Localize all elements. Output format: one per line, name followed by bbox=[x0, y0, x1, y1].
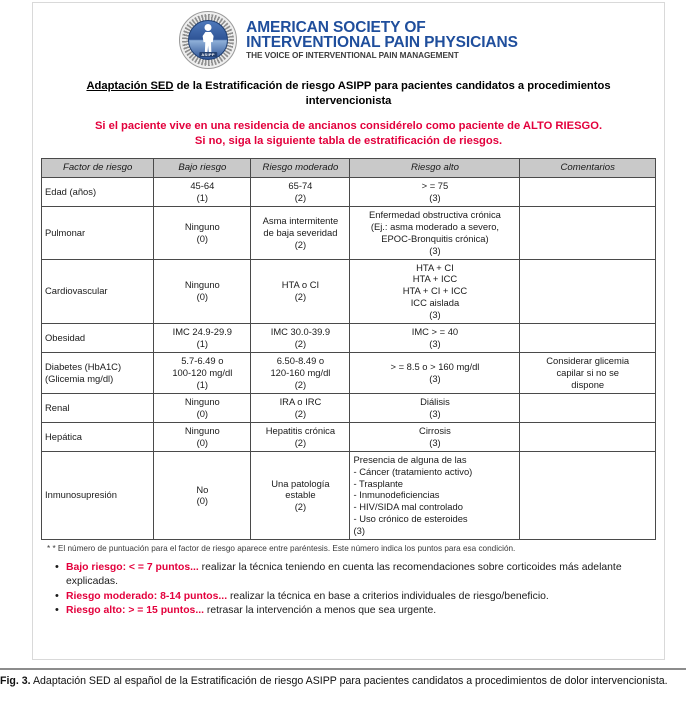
seal-banner-label: ASIPP bbox=[199, 52, 217, 57]
table-row: Edad (años) 45-64 (1) 65-74 (2) > = 75 (3) bbox=[40, 176, 656, 207]
wordmark-line-2: INTERVENTIONAL PAIN PHYSICIANS bbox=[246, 34, 518, 52]
cell-moderate-risk: Una patología estable (2) bbox=[250, 450, 351, 541]
document-subtitle-warning: Si el paciente vive en una residencia de… bbox=[51, 119, 646, 149]
figure-container: ASIPP AMERICAN SOCIETY OF INTERVENTIONAL… bbox=[32, 2, 665, 660]
table-row: Cardiovascular Ninguno (0) HTA o CI (2) HTA +… bbox=[40, 258, 656, 325]
column-header-high-risk: Riesgo alto bbox=[349, 157, 521, 178]
legend-item-text: retrasar la intervención a menos que sea… bbox=[204, 605, 437, 617]
cell-low-risk: Ninguno (0) bbox=[153, 421, 252, 452]
cell-comments bbox=[519, 392, 656, 423]
cell-factor: Pulmonar bbox=[40, 205, 155, 260]
table-row: Hepática Ninguno (0) Hepatitis crónica (2) Ci… bbox=[40, 421, 656, 452]
cell-high-risk: Cirrosis (3) bbox=[349, 421, 521, 452]
wordmark-line-1: AMERICAN SOCIETY OF bbox=[246, 18, 426, 36]
cell-high-risk: > = 75 (3) bbox=[349, 176, 521, 207]
legend-item: Riesgo moderado: 8-14 puntos... realizar… bbox=[55, 589, 652, 604]
cell-low-risk: 45-64 (1) bbox=[153, 176, 252, 207]
cell-factor: Cardiovascular bbox=[40, 258, 155, 325]
cell-factor: Obesidad bbox=[40, 323, 155, 354]
figure-caption: Fig. 3. Adaptación SED al español de la … bbox=[0, 674, 684, 688]
cell-factor: Diabetes (HbA1C) (Glicemia mg/dl) bbox=[40, 352, 155, 394]
subtitle-line-1: Si el paciente vive en una residencia de… bbox=[94, 119, 603, 132]
cell-factor: Inmunosupresión bbox=[40, 450, 155, 541]
cell-moderate-risk: HTA o CI (2) bbox=[250, 258, 351, 325]
cell-low-risk: No (0) bbox=[153, 450, 252, 541]
cell-moderate-risk: 6.50-8.49 o 120-160 mg/dl (2) bbox=[250, 352, 351, 394]
cell-low-risk: IMC 24.9-29.9 (1) bbox=[153, 323, 252, 354]
figure-number-label: Fig. 3. bbox=[0, 675, 31, 687]
cell-high-risk: Presencia de alguna de las - Cáncer (trat… bbox=[349, 450, 521, 541]
scoring-footnote: * * El número de puntuación para el fact… bbox=[47, 544, 516, 554]
cell-high-risk: HTA + CI HTA + ICC HTA + CI + ICC ICC aisla… bbox=[349, 258, 521, 325]
table-row: Obesidad IMC 24.9-29.9 (1) IMC 30.0-39.9 (2)… bbox=[40, 323, 656, 354]
cell-high-risk: Diálisis (3) bbox=[349, 392, 521, 423]
cell-comments bbox=[519, 421, 656, 452]
cell-factor: Hepática bbox=[40, 421, 155, 452]
legend-item: Bajo riesgo: < = 7 puntos... realizar la… bbox=[55, 560, 652, 589]
cell-comments bbox=[519, 176, 656, 207]
risk-legend-list: Bajo riesgo: < = 7 puntos... realizar la… bbox=[55, 560, 652, 618]
legend-item-text: realizar la técnica en base a criterios … bbox=[227, 590, 549, 602]
table-row: Inmunosupresión No (0) Una patología estable… bbox=[40, 450, 656, 541]
table-row: Renal Ninguno (0) IRA o IRC (2) Diálisis (3) bbox=[40, 392, 656, 423]
cell-moderate-risk: Asma intermitente de baja severidad (2) bbox=[250, 205, 351, 260]
wordmark-tagline: THE VOICE OF INTERVENTIONAL PAIN MANAGEM… bbox=[246, 51, 459, 61]
document-title: Adaptación SED de la Estratificación de … bbox=[73, 79, 624, 110]
cell-low-risk: Ninguno (0) bbox=[153, 392, 252, 423]
caption-divider bbox=[0, 668, 686, 670]
cell-moderate-risk: Hepatitis crónica (2) bbox=[250, 421, 351, 452]
risk-table-wrapper: Factor de riesgo Bajo riesgo Riesgo mode… bbox=[40, 157, 656, 541]
legend-item-text: realizar la técnica teniendo en cuenta l… bbox=[66, 561, 622, 587]
cell-high-risk: > = 8.5 o > 160 mg/dl (3) bbox=[349, 352, 521, 394]
table-header-row: Factor de riesgo Bajo riesgo Riesgo mode… bbox=[40, 157, 656, 178]
cell-comments bbox=[519, 323, 656, 354]
cell-low-risk: 5.7-6.49 o 100-120 mg/dl (1) bbox=[153, 352, 252, 394]
asipp-wordmark: AMERICAN SOCIETY OF INTERVENTIONAL PAIN … bbox=[246, 18, 518, 61]
cell-moderate-risk: IRA o IRC (2) bbox=[250, 392, 351, 423]
cell-low-risk: Ninguno (0) bbox=[153, 205, 252, 260]
figure-caption-text: Adaptación SED al español de la Estratif… bbox=[30, 675, 668, 687]
cell-high-risk: IMC > = 40 (3) bbox=[349, 323, 521, 354]
legend-item-lead: Riesgo moderado: 8-14 puntos... bbox=[66, 590, 228, 602]
column-header-comments: Comentarios bbox=[519, 157, 656, 178]
risk-stratification-table: Factor de riesgo Bajo riesgo Riesgo mode… bbox=[40, 157, 656, 541]
legend-item: Riesgo alto: > = 15 puntos... retrasar l… bbox=[55, 603, 652, 618]
legend-item-lead: Bajo riesgo: < = 7 puntos... bbox=[66, 561, 199, 573]
cell-moderate-risk: IMC 30.0-39.9 (2) bbox=[250, 323, 351, 354]
table-row: Pulmonar Ninguno (0) Asma intermitente de ba… bbox=[40, 205, 656, 260]
risk-table-body: Edad (años) 45-64 (1) 65-74 (2) > = 75 (3) Pulm… bbox=[40, 176, 656, 541]
cell-high-risk: Enfermedad obstructiva crónica (Ej.: asma… bbox=[349, 205, 521, 260]
cell-factor: Renal bbox=[40, 392, 155, 423]
cell-low-risk: Ninguno (0) bbox=[153, 258, 252, 325]
cell-moderate-risk: 65-74 (2) bbox=[250, 176, 351, 207]
table-row: Diabetes (HbA1C) (Glicemia mg/dl) 5.7-6.49… bbox=[40, 352, 656, 394]
cell-factor: Edad (años) bbox=[40, 176, 155, 207]
legend-item-lead: Riesgo alto: > = 15 puntos... bbox=[66, 605, 204, 617]
asipp-seal-icon: ASIPP bbox=[179, 11, 238, 69]
cell-comments bbox=[519, 258, 656, 325]
cell-comments bbox=[519, 450, 656, 541]
cell-comments bbox=[519, 205, 656, 260]
cell-comments: Considerar glicemia capilar si no se dispo… bbox=[519, 352, 656, 394]
column-header-moderate-risk: Riesgo moderado bbox=[250, 157, 351, 178]
subtitle-line-2: Si no, siga la siguiente tabla de estrat… bbox=[194, 134, 503, 147]
title-underlined-part: Adaptación SED bbox=[86, 80, 174, 92]
column-header-factor: Factor de riesgo bbox=[40, 157, 155, 178]
asipp-logo-header: ASIPP AMERICAN SOCIETY OF INTERVENTIONAL… bbox=[33, 3, 664, 69]
column-header-low-risk: Bajo riesgo bbox=[153, 157, 252, 178]
title-rest: de la Estratificación de riesgo ASIPP pa… bbox=[173, 80, 611, 108]
